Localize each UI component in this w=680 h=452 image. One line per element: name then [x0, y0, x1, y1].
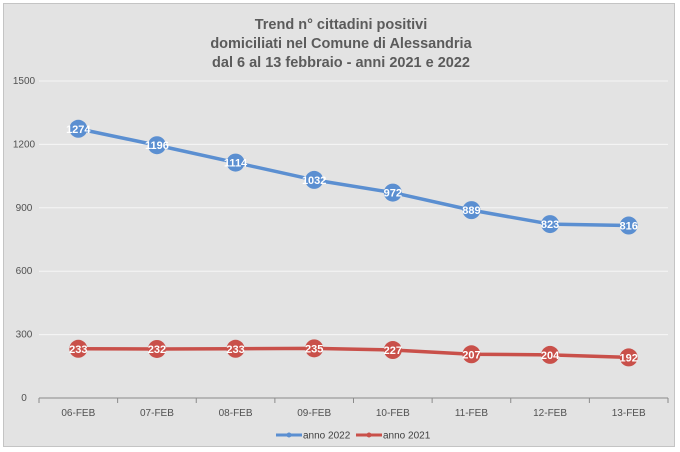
data-point[interactable] — [383, 341, 402, 360]
data-label: 233 — [226, 344, 244, 356]
data-point[interactable] — [147, 136, 166, 155]
legend-marker — [366, 432, 372, 438]
data-point[interactable] — [69, 339, 88, 358]
data-point[interactable] — [383, 183, 402, 202]
x-tick-label: 13-FEB — [612, 408, 646, 419]
legend: anno 2022 anno 2021 — [276, 431, 431, 442]
data-point[interactable] — [462, 345, 481, 364]
data-label: 207 — [462, 349, 480, 361]
data-point[interactable] — [305, 170, 324, 189]
data-point[interactable] — [541, 215, 560, 234]
data-label: 232 — [148, 344, 166, 356]
legend-item[interactable]: anno 2021 — [356, 431, 431, 442]
y-tick-label: 0 — [21, 393, 27, 404]
data-point[interactable] — [69, 119, 88, 138]
data-label: 1114 — [224, 158, 248, 170]
series-anno-2022: 1274 1196 1114 1032 972 889 823 816 — [66, 119, 638, 235]
chart-frame: Trend n° cittadini positivi domiciliati … — [3, 3, 675, 447]
x-tick-label: 06-FEB — [61, 408, 95, 419]
data-point[interactable] — [619, 348, 638, 367]
legend-item[interactable]: anno 2022 — [276, 431, 351, 442]
data-label: 1274 — [66, 124, 91, 136]
y-axis: 0 300 600 900 1200 1500 — [13, 76, 36, 404]
data-label: 235 — [305, 343, 323, 355]
legend-label: anno 2021 — [383, 431, 431, 442]
data-point[interactable] — [462, 201, 481, 220]
y-tick-label: 900 — [16, 203, 33, 214]
data-point[interactable] — [226, 339, 245, 358]
data-label: 204 — [541, 350, 560, 362]
series-area: 1274 1196 1114 1032 972 889 823 816 233 232 233 235… — [66, 119, 638, 367]
data-label: 227 — [384, 345, 402, 357]
y-tick-label: 600 — [16, 266, 33, 277]
line-chart: Trend n° cittadini positivi domiciliati … — [13, 17, 669, 442]
legend-marker — [286, 432, 292, 438]
data-label: 1032 — [302, 175, 326, 187]
chart-title-line-1: Trend n° cittadini positivi — [255, 17, 428, 33]
series-line — [78, 346, 629, 360]
x-axis: 06-FEB 07-FEB 08-FEB 09-FEB 10-FEB 11-FEB 12-F… — [38, 398, 669, 419]
x-tick-label: 07-FEB — [140, 408, 174, 419]
chart-title-line-3: dal 6 al 13 febbraio - anni 2021 e 2022 — [212, 55, 470, 71]
x-tick-label: 11-FEB — [455, 408, 488, 419]
x-tick-label: 09-FEB — [297, 408, 331, 419]
data-label: 816 — [620, 221, 638, 233]
data-label: 889 — [462, 205, 480, 217]
y-tick-label: 1200 — [13, 139, 36, 150]
data-point[interactable] — [226, 153, 245, 172]
x-tick-label: 08-FEB — [219, 408, 253, 419]
data-point[interactable] — [305, 339, 324, 358]
data-point[interactable] — [619, 216, 638, 235]
series-anno-2021: 233 232 233 235 227 207 204 192 — [69, 339, 638, 367]
data-point[interactable] — [541, 345, 560, 364]
chart-title-line-2: domiciliati nel Comune di Alessandria — [210, 36, 472, 52]
data-label: 972 — [384, 188, 402, 200]
series-line — [77, 127, 629, 228]
data-label: 233 — [69, 344, 87, 356]
data-point[interactable] — [147, 339, 166, 358]
y-tick-label: 1500 — [13, 76, 36, 87]
data-label: 1196 — [145, 140, 169, 152]
grid-lines — [39, 80, 668, 399]
chart-title: Trend n° cittadini positivi domiciliati … — [210, 17, 472, 71]
data-label: 192 — [620, 352, 638, 364]
x-tick-label: 12-FEB — [533, 408, 567, 419]
x-tick-label: 10-FEB — [376, 408, 410, 419]
y-tick-label: 300 — [16, 330, 33, 341]
data-label: 823 — [541, 219, 559, 231]
legend-label: anno 2022 — [303, 431, 351, 442]
